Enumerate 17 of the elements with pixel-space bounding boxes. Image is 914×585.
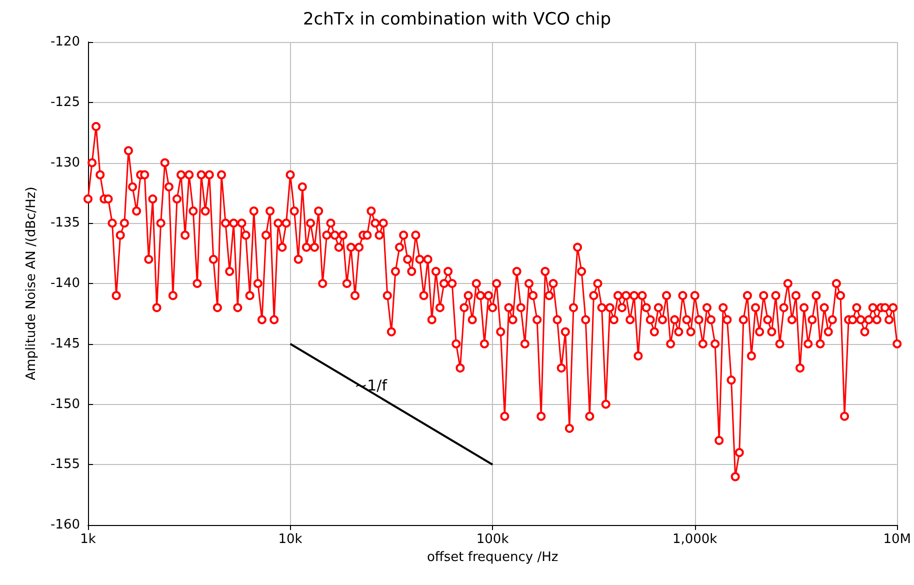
y-tick-label: -135	[50, 216, 80, 231]
x-tick-label: 10k	[278, 532, 303, 547]
y-tick-label: -150	[50, 396, 80, 412]
y-tick-label: -120	[50, 34, 80, 50]
y-tick-label: -130	[50, 155, 80, 170]
y-tick-label: -155	[50, 457, 80, 472]
x-tick-label: 10M	[883, 532, 912, 547]
y-tick-label: -160	[50, 518, 80, 532]
y-tick-label: -140	[50, 276, 80, 291]
x-axis-title: offset frequency /Hz	[426, 550, 558, 565]
x-tick-label: 100k	[476, 532, 510, 547]
chart-title: 2chTx in combination with VCO chip	[302, 10, 612, 30]
y-tick-label: -125	[50, 94, 80, 110]
y-tick-label: -145	[50, 336, 80, 352]
y-axis-title: Amplitude Noise AN /(dBc/Hz)	[24, 186, 39, 380]
x-tick-label: 1,000k	[672, 532, 718, 547]
x-tick-label: 1k	[80, 532, 96, 547]
